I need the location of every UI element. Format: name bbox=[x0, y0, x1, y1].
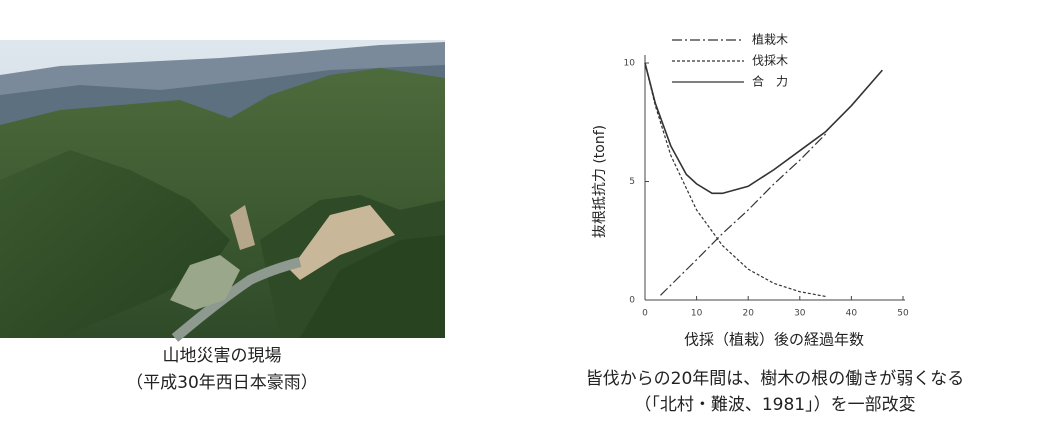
x-tick-label: 20 bbox=[742, 309, 754, 319]
photo-caption: （平成30年西日本豪雨） bbox=[126, 372, 318, 393]
x-tick-label: 30 bbox=[794, 309, 806, 319]
legend-label: 植栽木 bbox=[752, 32, 788, 47]
x-axis-label: 伐採（植栽）後の経過年数 bbox=[684, 331, 864, 349]
chart-caption: （「北村・難波、1981」）を一部改変 bbox=[634, 395, 915, 415]
y-axis-label: 抜根抵抗力 (tonf) bbox=[592, 125, 608, 238]
x-tick-label: 0 bbox=[642, 309, 648, 319]
legend-label: 伐採木 bbox=[752, 54, 788, 68]
x-tick-label: 40 bbox=[846, 309, 858, 319]
legend-label: 合 力 bbox=[752, 74, 788, 89]
series-line bbox=[644, 62, 826, 298]
chart-caption: 皆伐からの20年間は、樹木の根の働きが弱くなる bbox=[586, 369, 965, 389]
y-tick-label: 0 bbox=[629, 296, 635, 306]
photo bbox=[0, 40, 445, 342]
series-line bbox=[644, 62, 883, 195]
y-tick-label: 5 bbox=[629, 177, 635, 187]
series-line bbox=[660, 133, 827, 296]
y-tick-label: 10 bbox=[624, 59, 636, 69]
chart: 0 5 10 0 10 20 30 40 50 伐採（植栽）後の経過年数 抜根抵抗力 (tonf) 植… bbox=[592, 32, 909, 349]
photo-caption: 山地災害の現場 bbox=[163, 346, 282, 366]
x-tick-label: 50 bbox=[897, 309, 909, 319]
x-tick-label: 10 bbox=[691, 309, 703, 319]
